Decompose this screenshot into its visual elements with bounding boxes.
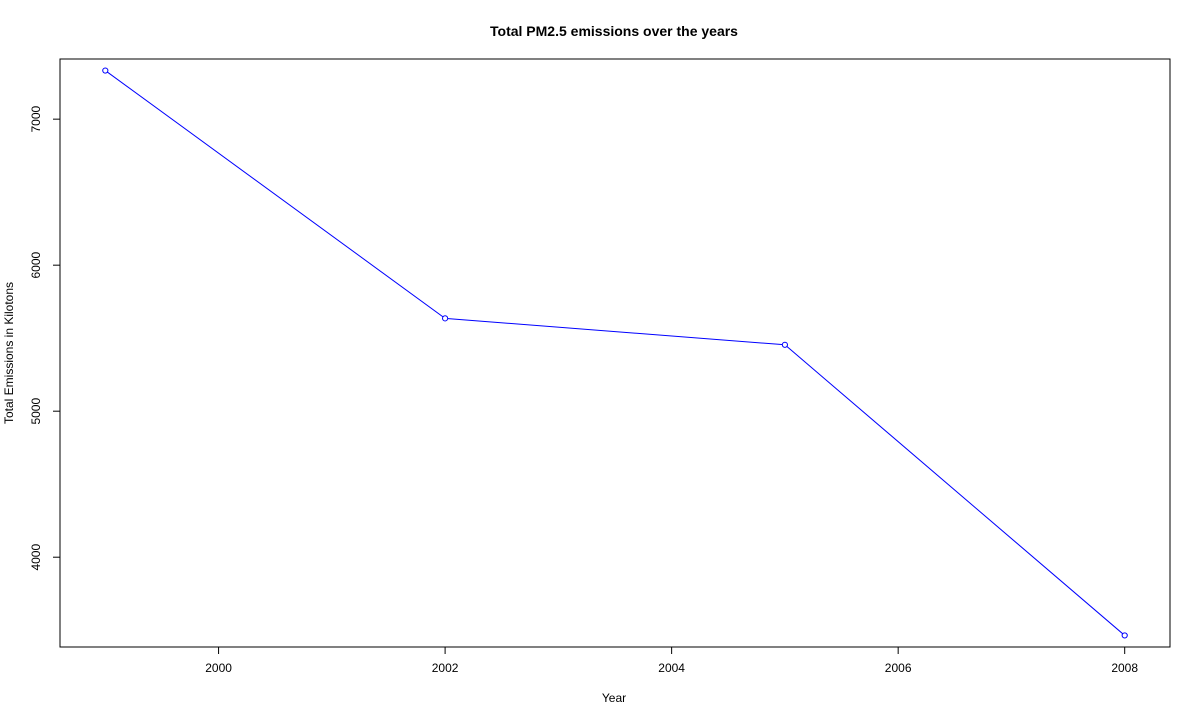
chart-title: Total PM2.5 emissions over the years — [490, 23, 738, 39]
y-tick-label: 5000 — [29, 398, 43, 425]
x-axis: 2000 2002 2004 2006 2008 — [205, 646, 1138, 675]
data-point — [442, 315, 449, 322]
data-point — [1121, 632, 1128, 639]
y-tick-label: 4000 — [29, 544, 43, 571]
x-tick-label: 2002 — [432, 661, 459, 675]
x-tick-label: 2004 — [658, 661, 685, 675]
plot-frame — [59, 58, 1171, 648]
y-axis-label: Total Emissions in Kilotons — [2, 282, 16, 424]
data-point — [102, 67, 109, 74]
data-point — [781, 341, 788, 348]
x-axis-label: Year — [602, 691, 626, 705]
y-tick-label: 7000 — [29, 105, 43, 132]
x-tick-label: 2000 — [205, 661, 232, 675]
y-tick-label: 6000 — [29, 252, 43, 279]
y-axis: 4000 5000 6000 7000 — [29, 105, 61, 571]
series-layer — [102, 67, 1128, 639]
series-line — [105, 70, 1126, 636]
x-tick-label: 2006 — [885, 661, 912, 675]
x-tick-label: 2008 — [1111, 661, 1138, 675]
